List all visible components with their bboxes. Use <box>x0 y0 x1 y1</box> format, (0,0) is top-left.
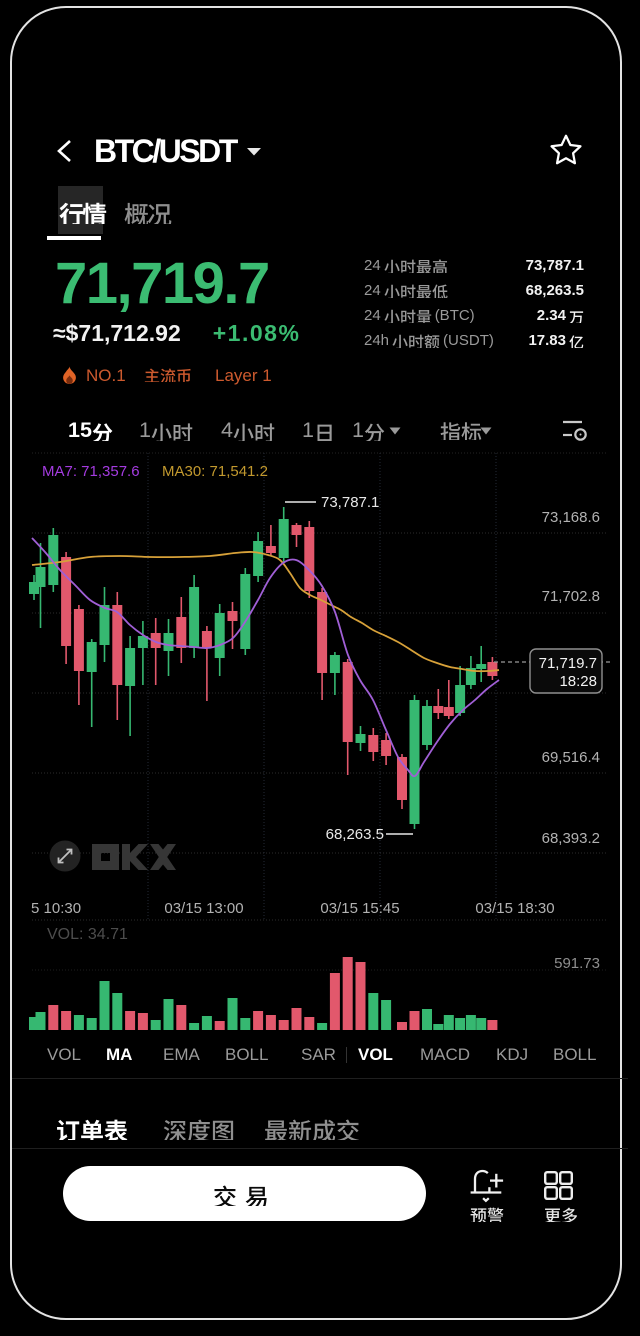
svg-text:591.73: 591.73 <box>554 955 600 972</box>
svg-text:5 10:30: 5 10:30 <box>31 900 81 917</box>
svg-text:03/15 13:00: 03/15 13:00 <box>164 900 243 917</box>
svg-text:71,719.7: 71,719.7 <box>539 655 597 672</box>
svg-text:73,787.1: 73,787.1 <box>321 494 379 511</box>
svg-text:MA30: 71,541.2: MA30: 71,541.2 <box>162 463 268 480</box>
svg-text:68,263.5: 68,263.5 <box>326 826 384 843</box>
svg-text:03/15 15:45: 03/15 15:45 <box>320 900 399 917</box>
svg-text:03/15 18:30: 03/15 18:30 <box>475 900 554 917</box>
svg-text:73,168.6: 73,168.6 <box>542 509 600 526</box>
svg-text:69,516.4: 69,516.4 <box>542 749 600 766</box>
svg-text:71,702.8: 71,702.8 <box>542 588 600 605</box>
svg-text:18:28: 18:28 <box>559 673 597 690</box>
svg-text:VOL: 34.71: VOL: 34.71 <box>47 926 128 943</box>
svg-text:68,393.2: 68,393.2 <box>542 830 600 847</box>
svg-text:MA7: 71,357.6: MA7: 71,357.6 <box>42 463 140 480</box>
